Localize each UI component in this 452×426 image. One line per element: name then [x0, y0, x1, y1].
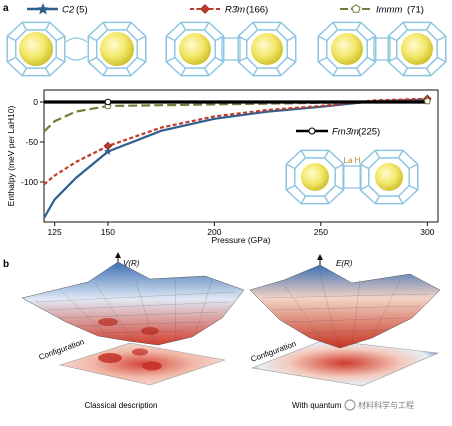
series-2-marker	[103, 141, 113, 151]
x-tick-label: 250	[314, 227, 328, 237]
series-3-marker	[423, 97, 431, 105]
series-line-3	[43, 100, 428, 133]
y-axis-title: Enthalpy (meV per LaH10)	[6, 106, 16, 207]
x-tick-group: 125 150 200 250 300	[48, 222, 435, 237]
diamond-marker-icon	[200, 4, 210, 14]
right-axis-label: E(R)	[336, 259, 353, 268]
config-plane-right	[250, 339, 440, 387]
structure-c2-image	[6, 21, 147, 77]
legend-r3m: R3̄m (166)	[190, 4, 268, 16]
x-tick-label: 150	[101, 227, 115, 237]
quantum-landscape: E(R) Configuration With quantum	[249, 254, 441, 410]
inset-fm3m: Fm3̄m (225) La H	[285, 127, 419, 205]
series-line-2	[43, 97, 428, 186]
legend-immm-number: (71)	[407, 5, 424, 16]
circle-marker-icon	[308, 127, 316, 135]
inset-atom-labels: La H	[344, 156, 361, 165]
left-caption: Classical description	[85, 401, 158, 410]
config-plane-left	[58, 342, 226, 386]
watermark-text: 材料科学与工程	[358, 400, 414, 410]
left-axis-label: V(R)	[123, 259, 140, 268]
pentagon-marker-icon	[351, 4, 361, 13]
legend-immm: Immm (71)	[340, 4, 424, 16]
right-caption: With quantum	[292, 401, 342, 410]
x-tick-label: 125	[48, 227, 62, 237]
classical-landscape: V(R) Configuration Classical description	[21, 252, 245, 410]
series-markers	[103, 94, 432, 155]
structure-immm-image	[317, 21, 447, 77]
legend-r3m-name: R3̄m	[225, 5, 245, 16]
y-tick-label: 0	[33, 97, 38, 107]
series-4-marker	[104, 98, 112, 106]
enthalpy-chart: 0-50-100 125 150 200 250 300 Pressure (GPa) …	[6, 89, 439, 245]
x-tick-label: 200	[207, 227, 221, 237]
legend-c2-number: (5)	[76, 5, 88, 16]
legend-c2: C2 (5)	[27, 3, 88, 16]
y-tick-label: -100	[21, 177, 38, 187]
y-tick-group: 0 -50 -100	[21, 97, 44, 187]
left-plane-label: Configuration	[38, 337, 86, 362]
series-line-1	[43, 98, 428, 219]
legend-c2-name: C2	[62, 5, 75, 16]
y-tick-label: -50	[26, 137, 39, 147]
inset-number: (225)	[358, 127, 380, 138]
panel-b-label: b	[3, 259, 9, 270]
energy-surface-right	[249, 264, 441, 349]
series-lines	[43, 97, 428, 219]
star-marker-icon	[37, 3, 49, 15]
plot-frame	[43, 89, 439, 223]
wechat-logo-icon	[344, 399, 356, 411]
x-axis-title: Pressure (GPa)	[211, 235, 270, 245]
structure-r3m-image	[165, 21, 297, 77]
legend-r3m-number: (166)	[246, 5, 268, 16]
watermark: 材料科学与工程	[344, 399, 414, 411]
series-1-marker	[103, 147, 112, 155]
potential-surface-left	[21, 261, 245, 346]
legend-immm-name: Immm	[376, 5, 402, 16]
x-tick-label: 300	[420, 227, 434, 237]
inset-name: Fm3̄m	[332, 127, 359, 138]
panel-a-label: a	[3, 3, 9, 14]
